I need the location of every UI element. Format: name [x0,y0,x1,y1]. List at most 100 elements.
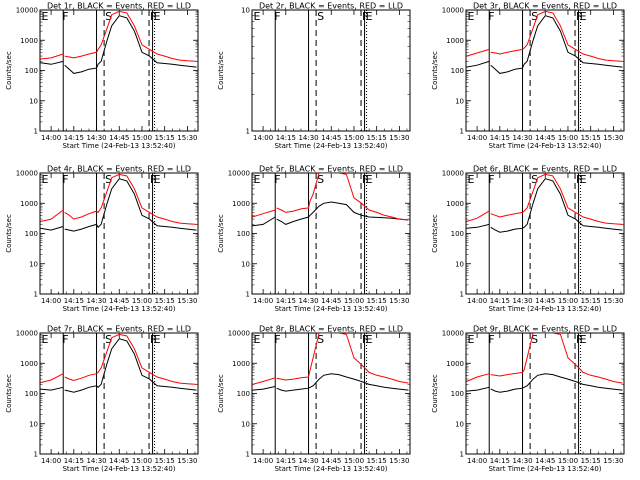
x-tick-label: 15:15 [367,297,387,305]
y-axis-label: Counts/sec [217,374,225,413]
series-red-lld-line [40,373,64,384]
y-tick-label: 1000 [446,37,464,45]
y-tick-label: 100 [451,230,464,238]
marker-label: E [580,333,587,346]
y-tick-label: 1000 [232,360,250,368]
y-tick-label: 1 [246,128,250,136]
x-tick-label: 14:15 [64,134,84,142]
x-tick-label: 14:00 [41,457,61,465]
y-axis-label: Counts/sec [5,374,13,413]
x-tick-label: 14:15 [64,297,84,305]
x-tick-label: 15:15 [581,457,601,465]
series-black-events-line [490,178,623,233]
y-tick-label: 1 [460,128,464,136]
x-axis-label: Start Time (24-Feb-13 13:52:40) [62,305,175,313]
marker-label: E [154,173,161,186]
x-tick-label: 14:15 [64,457,84,465]
marker-label: E [42,173,49,186]
y-tick-label: 100 [451,67,464,75]
y-axis-label: Counts/sec [431,51,439,90]
x-tick-label: 14:15 [490,297,510,305]
y-tick-label: 100 [237,390,250,398]
x-tick-label: 15:15 [367,134,387,142]
marker-label: F [274,10,280,23]
x-axis-label: Start Time (24-Feb-13 13:52:40) [488,465,601,473]
x-tick-label: 14:30 [86,134,106,142]
marker-label: S [317,173,324,186]
x-tick-label: 15:15 [581,134,601,142]
series-red-lld-line [252,377,276,385]
series-black-events-line [64,178,197,232]
x-tick-label: 15:00 [558,134,578,142]
x-tick-label: 15:15 [155,457,175,465]
y-tick-label: 1 [246,451,250,459]
series-red-lld-line [466,48,490,57]
x-tick-label: 15:00 [558,457,578,465]
y-tick-label: 1000 [20,37,38,45]
plot-area [252,173,409,227]
marker-label: E [366,10,373,23]
x-tick-label: 15:00 [132,134,152,142]
x-tick-label: 14:00 [253,457,273,465]
marker-label: F [362,10,368,23]
series-red-lld-line [490,333,623,384]
x-tick-label: 14:30 [86,297,106,305]
y-tick-label: 10000 [442,170,464,178]
series-black-events-line [490,15,623,74]
y-tick-label: 1 [34,128,38,136]
series-red-lld-line [490,10,623,62]
x-tick-label: 15:30 [389,457,409,465]
series-black-events-line [40,60,64,65]
y-tick-label: 1000 [20,200,38,208]
series-red-lld-line [252,209,276,218]
y-tick-label: 100 [25,67,38,75]
panel-title: Det 3r, BLACK = Events, RED = LLD [473,2,617,11]
x-tick-label: 15:30 [389,134,409,142]
x-tick-label: 14:45 [109,297,129,305]
marker-label: E [468,173,475,186]
marker-label: S [531,173,538,186]
series-red-lld-line [276,173,409,221]
x-tick-label: 14:45 [321,297,341,305]
series-black-events-line [466,60,490,68]
x-tick-label: 15:30 [177,457,197,465]
y-tick-label: 1000 [446,200,464,208]
series-black-events-line [276,201,409,225]
x-tick-label: 14:45 [535,457,555,465]
y-tick-label: 10 [455,97,464,105]
y-tick-label: 10000 [442,330,464,338]
series-black-events-line [252,386,276,391]
x-tick-label: 14:15 [276,297,296,305]
series-black-events-line [466,223,490,229]
x-axis-label: Start Time (24-Feb-13 13:52:40) [274,305,387,313]
x-tick-label: 15:15 [581,297,601,305]
x-axis-label: Start Time (24-Feb-13 13:52:40) [62,142,175,150]
x-tick-label: 14:00 [467,297,487,305]
x-tick-label: 14:30 [512,457,532,465]
x-tick-label: 15:30 [603,134,623,142]
marker-label: S [105,173,112,186]
marker-label: S [317,10,324,23]
y-tick-label: 10 [29,97,38,105]
x-tick-label: 14:45 [321,134,341,142]
x-axis-label: Start Time (24-Feb-13 13:52:40) [274,142,387,150]
marker-label: F [488,333,494,346]
marker-label: S [531,10,538,23]
panel-title: Det 5r, BLACK = Events, RED = LLD [259,165,403,174]
x-tick-label: 15:00 [132,297,152,305]
marker-label: E [580,10,587,23]
y-axis-label: Counts/sec [217,214,225,253]
panel-title: Det 7r, BLACK = Events, RED = LLD [47,325,191,334]
series-red-lld-line [490,173,623,225]
x-tick-label: 14:15 [490,457,510,465]
y-tick-label: 1 [34,451,38,459]
x-tick-label: 14:00 [253,134,273,142]
y-tick-label: 10000 [442,7,464,15]
y-tick-label: 1000 [446,360,464,368]
series-red-lld-line [276,333,409,384]
